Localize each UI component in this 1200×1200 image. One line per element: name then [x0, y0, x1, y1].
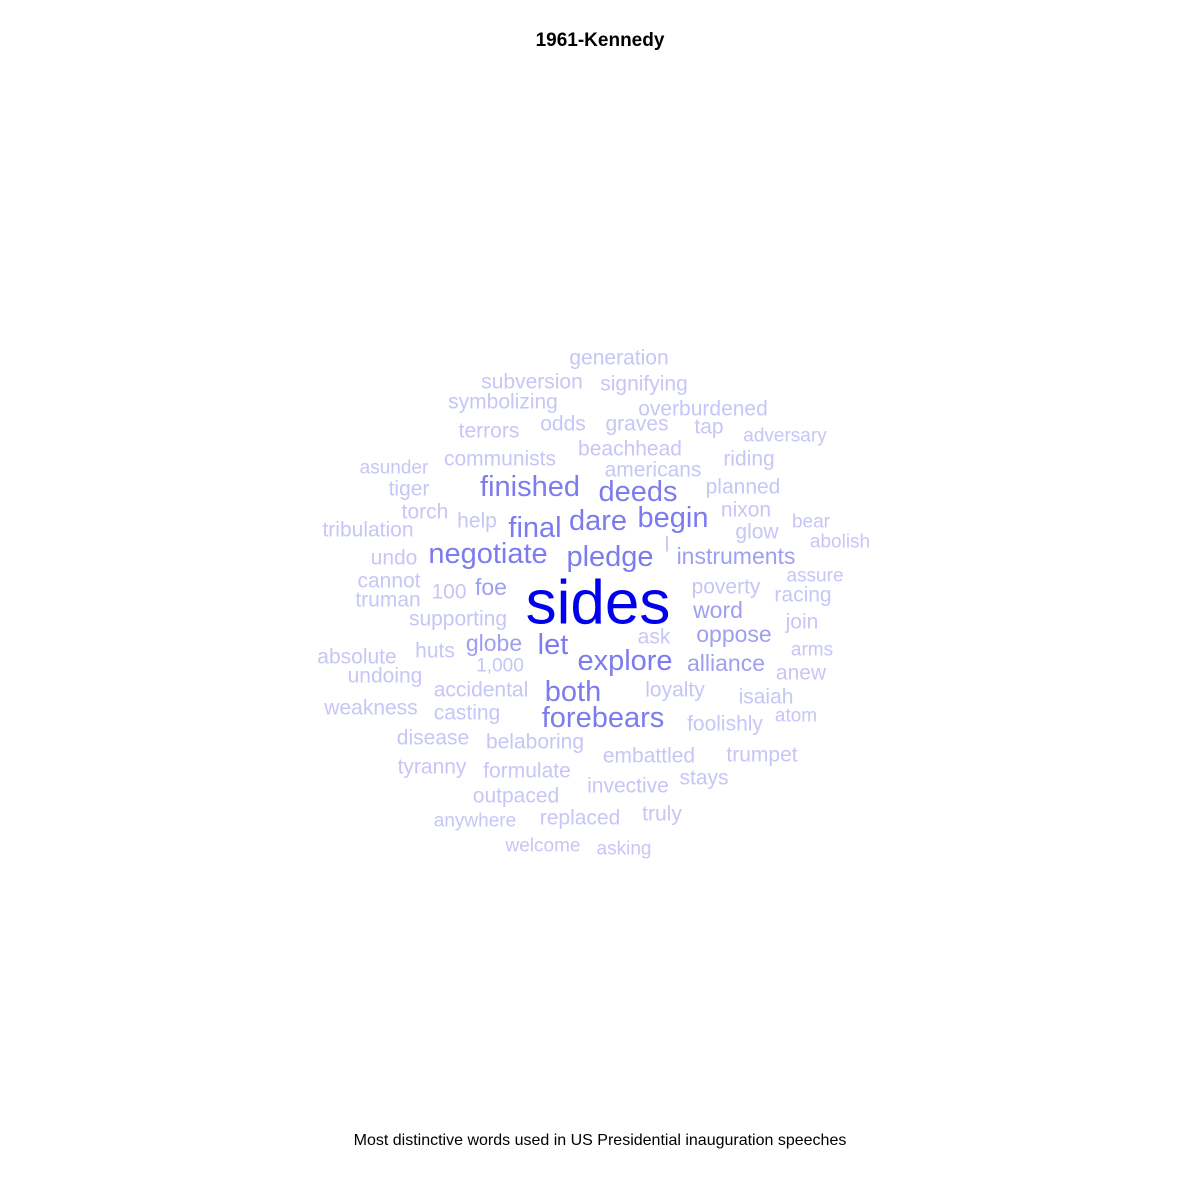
chart-title: 1961-Kennedy	[535, 30, 665, 51]
word-arms: arms	[791, 640, 833, 661]
word-100: 100	[431, 581, 466, 604]
word-help: help	[457, 510, 497, 533]
word-foe: foe	[475, 574, 507, 600]
word-abolish: abolish	[810, 532, 870, 553]
word-huts: huts	[415, 640, 455, 663]
word-l: l	[665, 534, 670, 557]
word-let: let	[538, 629, 569, 661]
word-undo: undo	[371, 547, 418, 570]
word-truly: truly	[642, 803, 682, 826]
word-both: both	[545, 676, 601, 708]
word-generation: generation	[569, 347, 668, 370]
chart-caption: Most distinctive words used in US Presid…	[353, 1132, 847, 1149]
word-asunder: asunder	[360, 458, 429, 479]
word-americans: americans	[605, 459, 702, 482]
word-foolishly: foolishly	[687, 713, 763, 736]
word-isaiah: isaiah	[739, 686, 794, 709]
word-formulate: formulate	[483, 760, 571, 783]
word-disease: disease	[397, 727, 469, 750]
word-deeds: deeds	[598, 476, 677, 508]
word-undoing: undoing	[348, 665, 423, 688]
word-tiger: tiger	[389, 478, 430, 501]
word-bear: bear	[792, 512, 831, 533]
word-word: word	[692, 597, 743, 623]
word-tyranny: tyranny	[398, 756, 467, 779]
word-sides: sides	[526, 569, 671, 638]
word-subversion: subversion	[481, 371, 583, 394]
word-riding: riding	[723, 448, 774, 471]
word-begin: begin	[638, 502, 709, 534]
word-replaced: replaced	[540, 807, 621, 830]
word-embattled: embattled	[603, 745, 695, 768]
word-ask: ask	[638, 626, 671, 649]
word-join: join	[785, 611, 819, 634]
word-torch: torch	[402, 501, 449, 524]
word-pledge: pledge	[566, 541, 653, 573]
word-planned: planned	[706, 476, 781, 499]
word-oppose: oppose	[696, 621, 771, 647]
word-graves: graves	[605, 413, 668, 436]
word-trumpet: trumpet	[726, 744, 797, 767]
word-signifying: signifying	[600, 373, 688, 396]
word-poverty: poverty	[692, 576, 761, 599]
word-stays: stays	[679, 767, 728, 790]
word-accidental: accidental	[434, 679, 529, 702]
word-invective: invective	[587, 775, 669, 798]
word-terrors: terrors	[459, 420, 520, 443]
word-negotiate: negotiate	[428, 538, 547, 570]
word-instruments: instruments	[677, 543, 796, 569]
word-absolute: absolute	[317, 646, 396, 669]
word-welcome: welcome	[505, 836, 581, 857]
word-belaboring: belaboring	[486, 731, 584, 754]
word-weakness: weakness	[323, 697, 417, 720]
word-1-000: 1,000	[476, 656, 524, 677]
word-supporting: supporting	[409, 608, 507, 631]
word-tribulation: tribulation	[322, 519, 413, 542]
word-anew: anew	[776, 662, 827, 685]
word-outpaced: outpaced	[473, 785, 559, 808]
word-beachhead: beachhead	[578, 438, 682, 461]
word-racing: racing	[774, 584, 831, 607]
word-alliance: alliance	[687, 650, 765, 676]
word-casting: casting	[434, 702, 501, 725]
word-explore: explore	[577, 645, 672, 677]
word-glow: glow	[735, 521, 779, 544]
word-asking: asking	[597, 839, 652, 860]
word-anywhere: anywhere	[434, 811, 516, 832]
word-tap: tap	[694, 416, 723, 439]
word-cannot: cannot	[357, 570, 420, 593]
word-finished: finished	[480, 471, 580, 503]
word-overburdened: overburdened	[638, 398, 768, 421]
word-final: final	[508, 512, 561, 544]
word-assure: assure	[786, 566, 843, 587]
word-nixon: nixon	[721, 499, 771, 522]
word-symbolizing: symbolizing	[448, 391, 558, 414]
word-adversary: adversary	[743, 426, 827, 447]
word-forebears: forebears	[542, 702, 665, 734]
word-dare: dare	[569, 505, 627, 537]
word-globe: globe	[466, 630, 522, 656]
word-loyalty: loyalty	[645, 679, 705, 702]
word-truman: truman	[355, 589, 420, 612]
word-atom: atom	[775, 706, 817, 727]
word-odds: odds	[540, 413, 586, 436]
word-communists: communists	[444, 448, 556, 471]
